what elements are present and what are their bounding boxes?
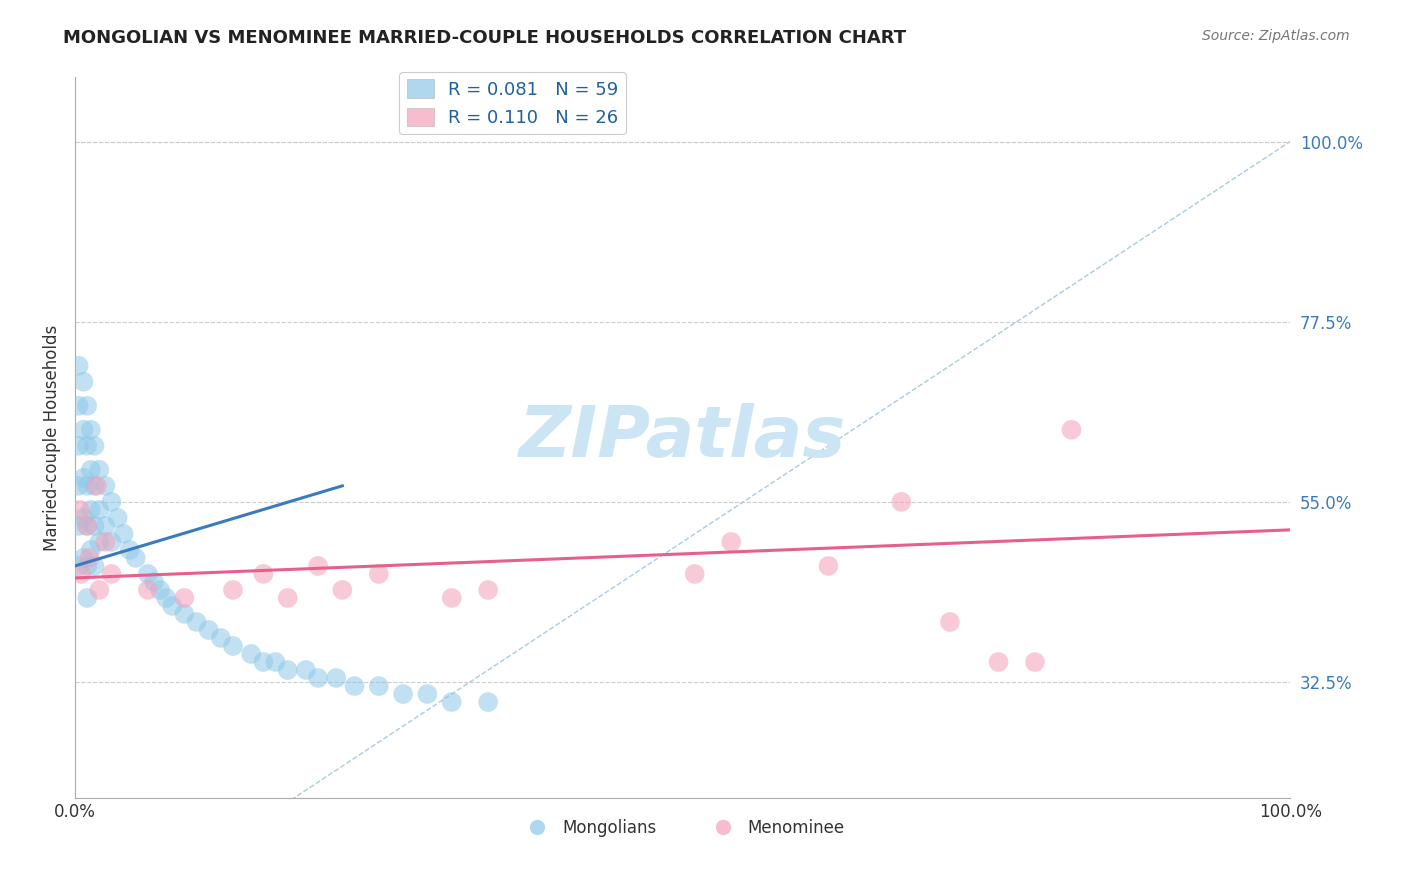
Point — [76, 399, 98, 413]
Point — [173, 591, 195, 605]
Point — [72, 511, 94, 525]
Point — [1060, 423, 1083, 437]
Point — [343, 679, 366, 693]
Point — [440, 591, 463, 605]
Point — [79, 550, 101, 565]
Point — [76, 519, 98, 533]
Point — [295, 663, 318, 677]
Point — [112, 527, 135, 541]
Point — [83, 558, 105, 573]
Point — [67, 439, 90, 453]
Point — [1024, 655, 1046, 669]
Point — [325, 671, 347, 685]
Point — [76, 591, 98, 605]
Text: MONGOLIAN VS MENOMINEE MARRIED-COUPLE HOUSEHOLDS CORRELATION CHART: MONGOLIAN VS MENOMINEE MARRIED-COUPLE HO… — [63, 29, 907, 46]
Point — [477, 582, 499, 597]
Point — [67, 519, 90, 533]
Point — [125, 550, 148, 565]
Point — [72, 550, 94, 565]
Point — [477, 695, 499, 709]
Point — [155, 591, 177, 605]
Point — [76, 479, 98, 493]
Point — [277, 591, 299, 605]
Point — [186, 615, 208, 629]
Point — [890, 495, 912, 509]
Point — [987, 655, 1010, 669]
Point — [100, 495, 122, 509]
Legend: Mongolians, Menominee: Mongolians, Menominee — [513, 813, 852, 844]
Point — [416, 687, 439, 701]
Point — [222, 582, 245, 597]
Point — [817, 558, 839, 573]
Point — [222, 639, 245, 653]
Point — [76, 439, 98, 453]
Point — [252, 655, 274, 669]
Point — [83, 439, 105, 453]
Point — [76, 519, 98, 533]
Point — [72, 423, 94, 437]
Point — [83, 519, 105, 533]
Point — [89, 463, 111, 477]
Point — [94, 519, 117, 533]
Point — [89, 535, 111, 549]
Point — [720, 535, 742, 549]
Point — [70, 566, 93, 581]
Point — [307, 558, 329, 573]
Point — [67, 359, 90, 373]
Point — [67, 399, 90, 413]
Y-axis label: Married-couple Households: Married-couple Households — [44, 325, 60, 551]
Point — [240, 647, 263, 661]
Point — [80, 423, 103, 437]
Point — [80, 463, 103, 477]
Point — [683, 566, 706, 581]
Point — [83, 479, 105, 493]
Point — [330, 582, 353, 597]
Point — [100, 535, 122, 549]
Point — [143, 574, 166, 589]
Point — [89, 503, 111, 517]
Point — [160, 599, 183, 613]
Point — [939, 615, 962, 629]
Point — [107, 511, 129, 525]
Point — [100, 566, 122, 581]
Point — [252, 566, 274, 581]
Point — [209, 631, 232, 645]
Point — [367, 679, 389, 693]
Point — [72, 375, 94, 389]
Point — [86, 479, 108, 493]
Point — [307, 671, 329, 685]
Point — [173, 607, 195, 621]
Point — [69, 503, 91, 517]
Point — [136, 566, 159, 581]
Text: ZIPatlas: ZIPatlas — [519, 403, 846, 472]
Point — [136, 582, 159, 597]
Text: Source: ZipAtlas.com: Source: ZipAtlas.com — [1202, 29, 1350, 43]
Point — [80, 503, 103, 517]
Point — [149, 582, 172, 597]
Point — [94, 479, 117, 493]
Point — [89, 582, 111, 597]
Point — [440, 695, 463, 709]
Point — [67, 479, 90, 493]
Point — [367, 566, 389, 581]
Point — [197, 623, 219, 637]
Point — [80, 542, 103, 557]
Point — [392, 687, 415, 701]
Point — [72, 471, 94, 485]
Point — [277, 663, 299, 677]
Point — [118, 542, 141, 557]
Point — [94, 535, 117, 549]
Point — [67, 558, 90, 573]
Point — [264, 655, 287, 669]
Point — [76, 558, 98, 573]
